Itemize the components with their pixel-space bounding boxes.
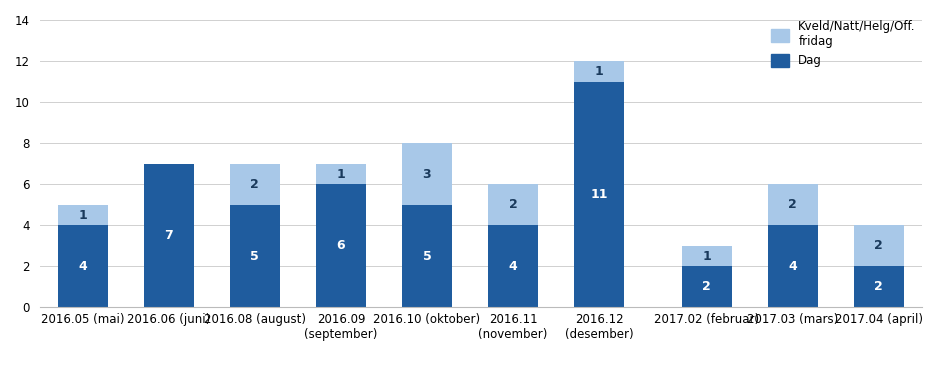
Text: 7: 7 [164,229,173,242]
Bar [315,164,365,184]
Bar [767,225,817,308]
Bar [229,205,279,308]
Text: 11: 11 [590,188,607,201]
Text: 5: 5 [250,250,259,263]
Text: 1: 1 [336,168,345,180]
Text: 4: 4 [787,260,796,273]
Text: 4: 4 [508,260,516,273]
Text: 3: 3 [422,168,430,180]
Bar [401,143,451,205]
Text: 2: 2 [701,281,710,293]
Bar [681,246,731,266]
Text: 2: 2 [787,198,796,211]
Bar [852,266,902,308]
Bar [487,225,537,308]
Bar [58,205,108,225]
Bar [681,266,731,308]
Text: 2: 2 [250,178,259,191]
Bar [767,184,817,225]
Bar [401,205,451,308]
Text: 4: 4 [78,260,87,273]
Bar [143,164,194,308]
Text: 2: 2 [508,198,516,211]
Text: 5: 5 [422,250,430,263]
Bar [852,225,902,266]
Bar [229,164,279,205]
Legend: Kveld/Natt/Helg/Off.
fridag, Dag: Kveld/Natt/Helg/Off. fridag, Dag [770,20,915,67]
Bar [58,225,108,308]
Bar [487,184,537,225]
Text: 1: 1 [594,65,603,78]
Bar [573,61,623,82]
Text: 2: 2 [873,240,882,252]
Text: 1: 1 [701,250,710,263]
Text: 2: 2 [873,281,882,293]
Text: 6: 6 [336,240,345,252]
Bar [315,184,365,308]
Text: 1: 1 [78,209,87,222]
Bar [573,82,623,308]
